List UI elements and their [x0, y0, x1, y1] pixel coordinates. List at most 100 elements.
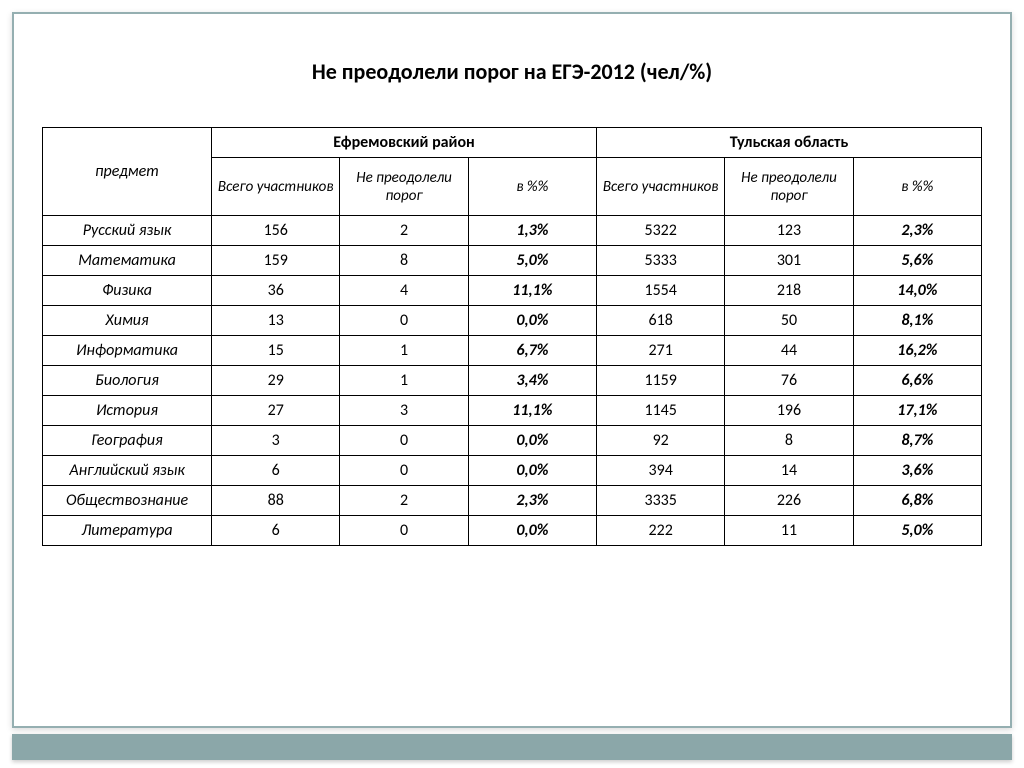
cell-failed-2: 11	[725, 516, 853, 546]
col-pct-2: в %%	[853, 158, 981, 216]
cell-pct-1: 0,0%	[468, 456, 596, 486]
cell-total-1: 3	[212, 426, 340, 456]
cell-total-1: 159	[212, 246, 340, 276]
cell-failed-2: 226	[725, 486, 853, 516]
col-total-2: Всего участников	[597, 158, 725, 216]
col-total-1: Всего участников	[212, 158, 340, 216]
cell-failed-1: 1	[340, 366, 468, 396]
cell-total-1: 6	[212, 456, 340, 486]
cell-total-1: 27	[212, 396, 340, 426]
cell-failed-1: 4	[340, 276, 468, 306]
cell-subject: Литература	[43, 516, 212, 546]
col-group2: Тульская область	[597, 128, 982, 158]
cell-failed-1: 0	[340, 306, 468, 336]
table-row: Русский язык15621,3%53221232,3%	[43, 216, 982, 246]
cell-pct-2: 2,3%	[853, 216, 981, 246]
cell-total-2: 5322	[597, 216, 725, 246]
cell-failed-2: 14	[725, 456, 853, 486]
footer-bar	[12, 734, 1012, 760]
cell-subject: Математика	[43, 246, 212, 276]
cell-failed-2: 218	[725, 276, 853, 306]
cell-subject: История	[43, 396, 212, 426]
cell-pct-2: 5,0%	[853, 516, 981, 546]
cell-total-2: 92	[597, 426, 725, 456]
cell-failed-2: 8	[725, 426, 853, 456]
col-failed-2: Не преодолели порог	[725, 158, 853, 216]
cell-total-2: 1145	[597, 396, 725, 426]
cell-total-2: 1159	[597, 366, 725, 396]
cell-subject: Физика	[43, 276, 212, 306]
slide-title: Не преодолели порог на ЕГЭ-2012 (чел/%)	[14, 58, 1010, 85]
cell-total-2: 271	[597, 336, 725, 366]
cell-total-1: 29	[212, 366, 340, 396]
cell-failed-2: 123	[725, 216, 853, 246]
cell-subject: География	[43, 426, 212, 456]
cell-failed-1: 1	[340, 336, 468, 366]
cell-pct-1: 11,1%	[468, 396, 596, 426]
table-row: Физика36411,1%155421814,0%	[43, 276, 982, 306]
cell-pct-2: 17,1%	[853, 396, 981, 426]
cell-total-1: 15	[212, 336, 340, 366]
cell-subject: Информатика	[43, 336, 212, 366]
cell-subject: Английский язык	[43, 456, 212, 486]
table-row: Обществознание8822,3%33352266,8%	[43, 486, 982, 516]
header-row-1: предмет Ефремовский район Тульская облас…	[43, 128, 982, 158]
table-row: География300,0%9288,7%	[43, 426, 982, 456]
cell-pct-2: 8,7%	[853, 426, 981, 456]
cell-total-1: 6	[212, 516, 340, 546]
table-row: Информатика1516,7%2714416,2%	[43, 336, 982, 366]
table-row: Биология2913,4%1159766,6%	[43, 366, 982, 396]
cell-pct-1: 5,0%	[468, 246, 596, 276]
cell-failed-1: 0	[340, 426, 468, 456]
cell-subject: Обществознание	[43, 486, 212, 516]
data-table: предмет Ефремовский район Тульская облас…	[42, 127, 982, 546]
cell-pct-1: 0,0%	[468, 516, 596, 546]
col-subject: предмет	[43, 128, 212, 216]
cell-pct-1: 6,7%	[468, 336, 596, 366]
cell-failed-1: 0	[340, 516, 468, 546]
table-row: Математика15985,0%53333015,6%	[43, 246, 982, 276]
cell-total-2: 3335	[597, 486, 725, 516]
cell-total-1: 36	[212, 276, 340, 306]
cell-failed-1: 0	[340, 456, 468, 486]
table-row: Химия1300,0%618508,1%	[43, 306, 982, 336]
cell-subject: Биология	[43, 366, 212, 396]
table-row: Литература600,0%222115,0%	[43, 516, 982, 546]
cell-total-2: 618	[597, 306, 725, 336]
cell-failed-2: 50	[725, 306, 853, 336]
slide-frame: Не преодолели порог на ЕГЭ-2012 (чел/%) …	[12, 12, 1012, 728]
col-pct-1: в %%	[468, 158, 596, 216]
cell-total-2: 5333	[597, 246, 725, 276]
cell-failed-1: 2	[340, 486, 468, 516]
table-wrapper: предмет Ефремовский район Тульская облас…	[14, 127, 1010, 546]
cell-total-1: 13	[212, 306, 340, 336]
cell-pct-2: 6,8%	[853, 486, 981, 516]
cell-failed-2: 301	[725, 246, 853, 276]
col-group1: Ефремовский район	[212, 128, 597, 158]
cell-total-2: 394	[597, 456, 725, 486]
cell-total-2: 1554	[597, 276, 725, 306]
table-row: История27311,1%114519617,1%	[43, 396, 982, 426]
cell-failed-1: 8	[340, 246, 468, 276]
cell-failed-2: 76	[725, 366, 853, 396]
table-body: Русский язык15621,3%53221232,3%Математик…	[43, 216, 982, 546]
cell-total-2: 222	[597, 516, 725, 546]
cell-pct-1: 11,1%	[468, 276, 596, 306]
cell-pct-2: 3,6%	[853, 456, 981, 486]
cell-pct-2: 8,1%	[853, 306, 981, 336]
cell-pct-2: 5,6%	[853, 246, 981, 276]
table-row: Английский язык600,0%394143,6%	[43, 456, 982, 486]
cell-failed-1: 2	[340, 216, 468, 246]
cell-pct-1: 0,0%	[468, 306, 596, 336]
cell-subject: Русский язык	[43, 216, 212, 246]
cell-failed-2: 196	[725, 396, 853, 426]
cell-pct-1: 1,3%	[468, 216, 596, 246]
cell-pct-1: 3,4%	[468, 366, 596, 396]
cell-pct-2: 16,2%	[853, 336, 981, 366]
cell-total-1: 156	[212, 216, 340, 246]
cell-pct-1: 0,0%	[468, 426, 596, 456]
cell-failed-2: 44	[725, 336, 853, 366]
cell-failed-1: 3	[340, 396, 468, 426]
col-failed-1: Не преодолели порог	[340, 158, 468, 216]
cell-pct-2: 6,6%	[853, 366, 981, 396]
